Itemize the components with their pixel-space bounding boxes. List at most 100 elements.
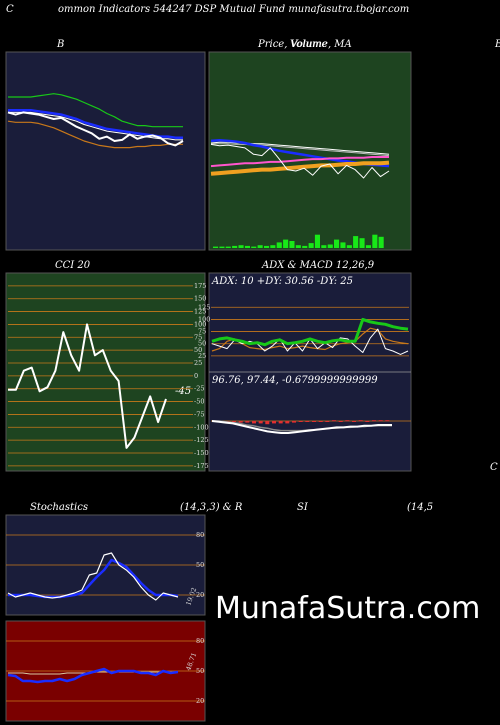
macd-histogram-bar xyxy=(238,421,243,423)
volume-bar xyxy=(251,246,257,248)
adx-tick-label: 25 xyxy=(198,352,206,360)
macd-histogram-bar xyxy=(232,421,236,422)
rsi-params: (14,5 xyxy=(407,502,433,513)
volume-bar xyxy=(308,243,314,248)
adx-tick-label: 100 xyxy=(198,315,210,323)
price-plot xyxy=(210,138,390,248)
rsi-line xyxy=(7,667,179,684)
top-right-marker: B xyxy=(494,39,500,50)
adx-tick-label: 75 xyxy=(198,328,206,336)
bollinger-panel xyxy=(5,51,206,251)
volume-bar xyxy=(378,236,384,248)
adx-macd-title: ADX & MACD 12,26,9 xyxy=(261,260,375,271)
macd-histogram-bar xyxy=(372,420,376,422)
stochastics-tick-label: 20 xyxy=(196,591,204,599)
volume-bar xyxy=(232,245,238,248)
volume-bar xyxy=(321,245,327,248)
macd-histogram-bar xyxy=(278,421,283,424)
volume-bar xyxy=(302,245,308,248)
cci-tick-label: 50 xyxy=(194,346,202,354)
macd-histogram-bar xyxy=(365,421,370,422)
cci-tick-label: -175 xyxy=(194,462,209,470)
volume-bar xyxy=(359,238,365,248)
stochastics-k-line xyxy=(7,552,179,601)
macd-values: 96.76, 97.44, -0.6799999999999 xyxy=(212,375,378,386)
macd-histogram-bar xyxy=(252,421,256,424)
bollinger-close-line xyxy=(7,111,184,147)
cci-tick-label: -150 xyxy=(194,449,209,457)
rsi-title: SI xyxy=(297,502,309,513)
volume-bar xyxy=(219,246,225,248)
brand-watermark: MunafaSutra.com xyxy=(215,591,480,626)
cci-tick-label: -50 xyxy=(194,398,204,406)
macd-histogram-bar xyxy=(312,421,316,422)
cci-tick-label: 0 xyxy=(194,372,198,380)
stochastics-d-line xyxy=(8,558,179,599)
volume-bar xyxy=(244,245,250,248)
cci-tick-label: -100 xyxy=(194,423,209,431)
volume-bar xyxy=(295,245,301,248)
rsi-plot: 80 50 20 xyxy=(6,637,205,705)
price-ma-pink-line xyxy=(210,156,389,168)
macd-histogram-bar xyxy=(318,421,323,422)
adx-values: ADX: 10 +DY: 30.56 -DY: 25 xyxy=(211,276,353,287)
adx-plot: 125 100 75 50 25 xyxy=(198,303,411,434)
bollinger-middle2-line xyxy=(8,111,183,141)
stochastics-tick-label: 80 xyxy=(196,531,204,539)
macd-histogram-bar xyxy=(338,421,343,422)
cci-tick-label: 100 xyxy=(194,320,206,328)
price-title-overlay: Volume xyxy=(290,39,327,50)
macd-histogram-bar xyxy=(245,421,250,423)
rsi-tick-label: 80 xyxy=(196,637,204,645)
macd-histogram-bar xyxy=(358,420,363,422)
volume-bar xyxy=(314,234,320,248)
cci-last-value: -45 xyxy=(175,386,191,397)
adx-tick-label: 125 xyxy=(198,303,210,311)
bollinger-lower-line xyxy=(7,120,183,149)
macd-histogram-bar xyxy=(258,421,263,424)
stochastics-tick-label: 50 xyxy=(196,561,204,569)
macd-histogram-bar xyxy=(345,420,350,422)
left-marker: C xyxy=(6,4,14,15)
macd-histogram-bar xyxy=(285,421,290,424)
volume-bar xyxy=(225,246,231,248)
volume-bar xyxy=(213,246,219,248)
rsi-tick-label: 50 xyxy=(196,667,204,675)
cci-tick-label: -75 xyxy=(194,410,204,418)
cci-tick-label: 175 xyxy=(194,282,206,290)
price-ma-long-a-line xyxy=(211,143,390,157)
volume-bar xyxy=(353,236,359,248)
volume-bar xyxy=(264,245,270,248)
price-price-line xyxy=(210,143,390,179)
volume-bar xyxy=(283,239,289,248)
macd-histogram-bar xyxy=(378,420,383,422)
cci-tick-label: 25 xyxy=(194,359,202,367)
volume-bar xyxy=(346,245,352,248)
volume-bar xyxy=(270,245,276,248)
cci-tick-label: 125 xyxy=(194,308,206,316)
rsi-tick-label: 20 xyxy=(196,697,204,705)
macd-histogram-bar xyxy=(298,421,303,422)
price-panel xyxy=(208,51,412,251)
macd-histogram-bar xyxy=(332,420,336,422)
macd-histogram-bar xyxy=(305,421,310,422)
macd-histogram-bar xyxy=(352,421,356,422)
volume-bar xyxy=(276,242,282,248)
cci-tick-label: -25 xyxy=(194,385,204,393)
cci-panel xyxy=(5,272,206,472)
stochastics-plot: 80 50 20 xyxy=(6,531,205,601)
macd-histogram-bar xyxy=(265,421,270,425)
volume-bar xyxy=(289,241,295,248)
volume-bar xyxy=(257,245,263,248)
price-ma-orange-line xyxy=(210,160,390,176)
bollinger-plot xyxy=(7,93,184,149)
cci-title: CCI 20 xyxy=(55,260,91,271)
cci-line xyxy=(8,323,167,449)
bollinger-title: B xyxy=(56,39,64,50)
stochastics-params: (14,3,3) & R xyxy=(180,502,243,513)
macd-histogram-bar xyxy=(385,420,390,422)
price-title: Price, Volume, MA xyxy=(257,39,352,50)
volume-bar xyxy=(340,242,346,248)
macd-line xyxy=(211,420,392,434)
cci-plot: 1751501251007550250-25-50-75-100-125-150… xyxy=(8,282,209,470)
